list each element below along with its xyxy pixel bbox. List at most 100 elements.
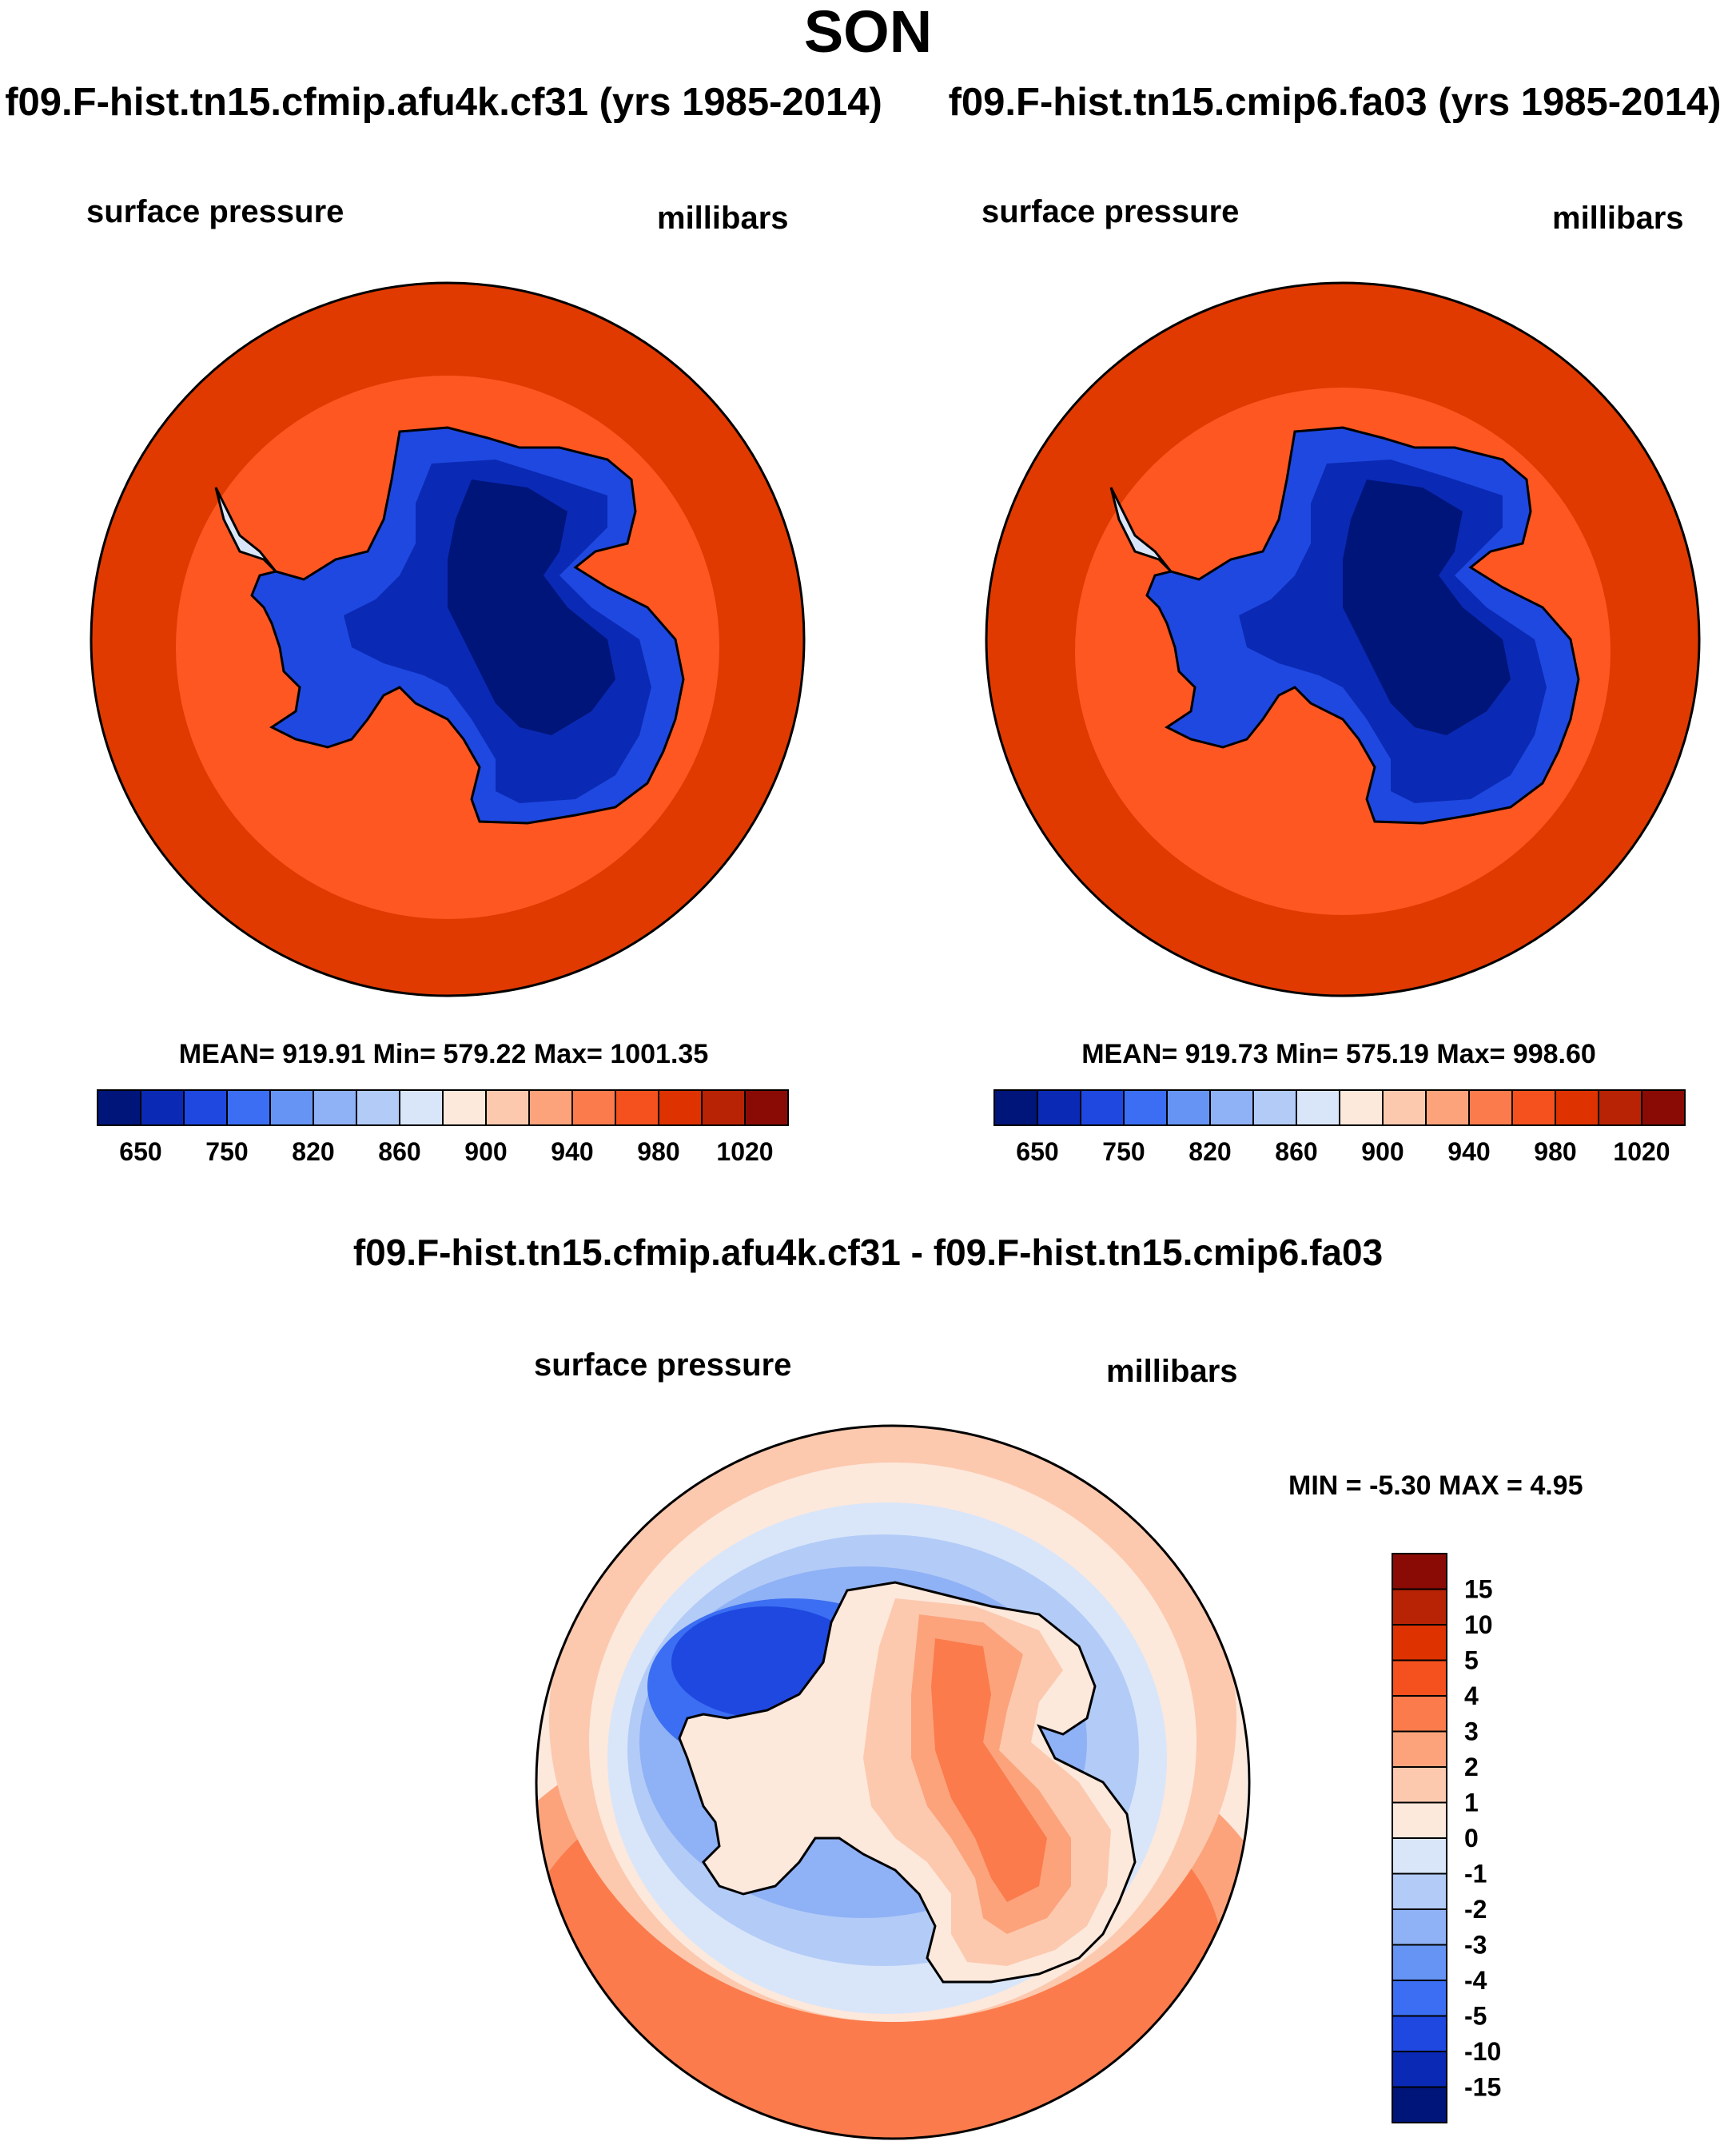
colorbar-tick-label: 980: [637, 1137, 679, 1166]
colorbar-tick-label: 650: [1016, 1137, 1058, 1166]
colorbar-swatch: [1296, 1089, 1340, 1126]
colorbar-tick-label: 940: [551, 1137, 593, 1166]
colorbar-swatch: [485, 1089, 530, 1126]
colorbar-tick-label: 750: [1102, 1137, 1145, 1166]
colorbar-swatch: [701, 1089, 746, 1126]
panel-1-colorbar: 650 750 820 860 900 940 980 1020: [97, 1089, 789, 1166]
colorbar-tick-label: 15: [1464, 1575, 1493, 1604]
peninsula: [1109, 487, 1173, 573]
colorbar-swatch: [1511, 1089, 1556, 1126]
difference-map: [535, 1424, 1251, 2140]
colorbar-swatch: [313, 1089, 357, 1126]
colorbar-swatch: [1392, 1553, 1447, 1590]
map-boundary: [535, 1424, 1251, 2140]
colorbar-swatch: [1468, 1089, 1513, 1126]
colorbar-swatch: [399, 1089, 444, 1126]
colorbar-tick-label: 940: [1447, 1137, 1490, 1166]
colorbar-swatch: [993, 1089, 1038, 1126]
colorbar-tick-label: 4: [1464, 1681, 1479, 1710]
colorbar-swatch: [1598, 1089, 1642, 1126]
colorbar-tick-label: -10: [1464, 2037, 1501, 2066]
colorbar-tick-label: 860: [1275, 1137, 1317, 1166]
panel-1-heading: f09.F-hist.tn15.cfmip.afu4k.cf31 (yrs 19…: [5, 81, 882, 124]
map-boundary: [90, 281, 806, 997]
colorbar-swatch: [269, 1089, 314, 1126]
panel-2-units-label: millibars: [1552, 201, 1684, 236]
colorbar-swatch: [1641, 1089, 1686, 1126]
colorbar-swatch: [1392, 1944, 1447, 1981]
colorbar-swatch: [1392, 2086, 1447, 2123]
colorbar-swatch: [140, 1089, 185, 1126]
colorbar-swatch: [1392, 2051, 1447, 2088]
colorbar-tick-label: -3: [1464, 1931, 1487, 1960]
colorbar-swatch: [356, 1089, 400, 1126]
colorbar-swatch: [1392, 1659, 1447, 1697]
colorbar-tick-label: 0: [1464, 1824, 1479, 1853]
colorbar-tick-label: 5: [1464, 1646, 1479, 1675]
colorbar-swatch: [571, 1089, 616, 1126]
colorbar-swatch: [1252, 1089, 1297, 1126]
colorbar-tick-label: 820: [1189, 1137, 1231, 1166]
difference-units-label: millibars: [1106, 1354, 1238, 1389]
colorbar-swatch: [1392, 2015, 1447, 2052]
colorbar-swatch: [1392, 1588, 1447, 1626]
colorbar-tick-label: 1: [1464, 1789, 1479, 1817]
colorbar-tick-label: 820: [292, 1137, 334, 1166]
colorbar-swatch: [97, 1089, 141, 1126]
colorbar-swatch: [1392, 1908, 1447, 1946]
colorbar-tick-label: -4: [1464, 1966, 1487, 1995]
colorbar-tick-label: -15: [1464, 2073, 1501, 2102]
panel-2-heading: f09.F-hist.tn15.cmip6.fa03 (yrs 1985-201…: [948, 81, 1722, 124]
panel-2-stats: MEAN= 919.73 Min= 575.19 Max= 998.60: [1081, 1039, 1596, 1069]
colorbar-swatch: [1392, 1837, 1447, 1875]
antarctica-plateau: [448, 480, 615, 735]
colorbar-tick-label: 2: [1464, 1753, 1479, 1781]
colorbar-swatch: [226, 1089, 271, 1126]
colorbar-swatch: [528, 1089, 573, 1126]
colorbar-tick-label: 900: [464, 1137, 507, 1166]
colorbar-tick-label: -1: [1464, 1860, 1487, 1888]
colorbar-tick-label: 980: [1534, 1137, 1576, 1166]
colorbar-tick-label: 650: [119, 1137, 161, 1166]
colorbar-swatch: [1037, 1089, 1081, 1126]
colorbar-tick-label: 3: [1464, 1717, 1479, 1746]
colorbar-tick-label: 10: [1464, 1610, 1493, 1639]
colorbar-swatch: [1392, 1801, 1447, 1839]
colorbar-swatch: [744, 1089, 789, 1126]
page-title: SON: [803, 0, 933, 65]
colorbar-tick-label: 1020: [1613, 1137, 1670, 1166]
panel-1-stats: MEAN= 919.91 Min= 579.22 Max= 1001.35: [178, 1039, 709, 1069]
colorbar-swatch: [1382, 1089, 1427, 1126]
antarctica-plateau: [1343, 480, 1511, 735]
panel-2-variable-label: surface pressure: [981, 194, 1240, 229]
panel-1-variable-label: surface pressure: [86, 194, 344, 229]
panel-2-colorbar: 650 750 820 860 900 940 980 1020: [993, 1089, 1686, 1166]
panel-1-units-label: millibars: [657, 201, 789, 236]
colorbar-tick-label: 1020: [716, 1137, 773, 1166]
colorbar-swatch: [1123, 1089, 1168, 1126]
colorbar-swatch: [1392, 1730, 1447, 1768]
colorbar-swatch: [1166, 1089, 1211, 1126]
difference-variable-label: surface pressure: [534, 1347, 792, 1383]
peninsula: [214, 487, 277, 573]
colorbar-tick-label: 750: [205, 1137, 248, 1166]
colorbar-swatch: [1392, 1872, 1447, 1910]
colorbar-swatch: [183, 1089, 228, 1126]
difference-stats: MIN = -5.30 MAX = 4.95: [1288, 1470, 1583, 1501]
colorbar-swatch: [1425, 1089, 1470, 1126]
colorbar-swatch: [1209, 1089, 1254, 1126]
colorbar-tick-label: -5: [1464, 2002, 1487, 2031]
panel-2-map: [985, 281, 1701, 997]
colorbar-swatch: [1080, 1089, 1125, 1126]
map-boundary: [985, 281, 1701, 997]
colorbar-tick-label: -2: [1464, 1895, 1487, 1924]
difference-heading: f09.F-hist.tn15.cfmip.afu4k.cf31 - f09.F…: [352, 1232, 1384, 1273]
colorbar-tick-label: 900: [1361, 1137, 1404, 1166]
colorbar-swatch: [442, 1089, 487, 1126]
colorbar-swatch: [1392, 1695, 1447, 1733]
colorbar-swatch: [658, 1089, 703, 1126]
colorbar-swatch: [1392, 1766, 1447, 1804]
panel-1-map: [90, 281, 806, 997]
colorbar-swatch: [1555, 1089, 1599, 1126]
